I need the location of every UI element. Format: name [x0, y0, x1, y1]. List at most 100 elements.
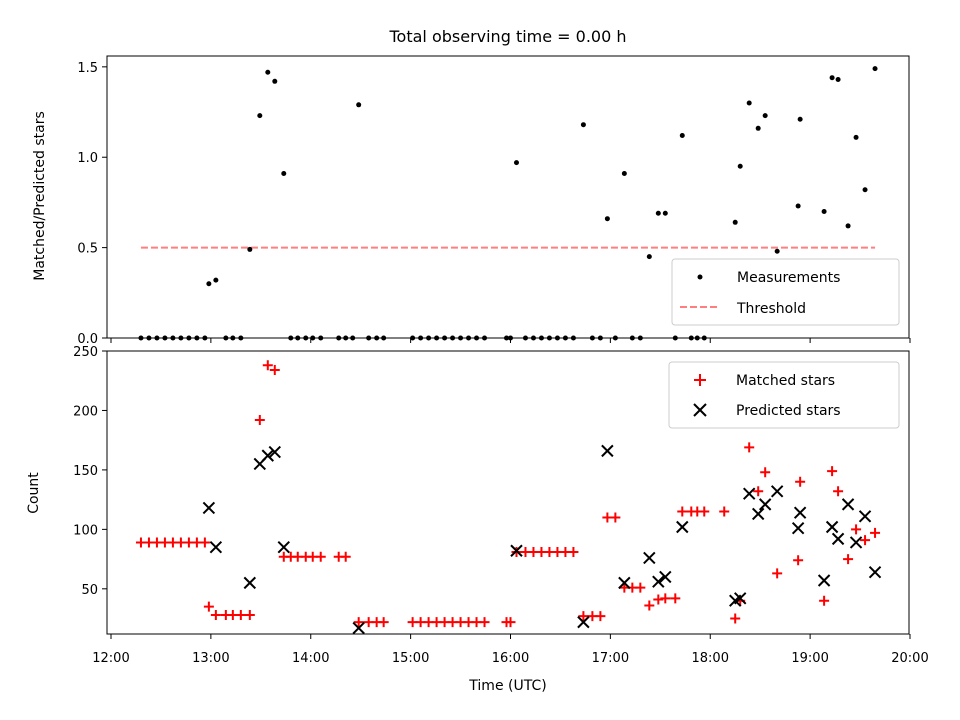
matched-star-point	[833, 486, 844, 497]
bottom-y-tick-label: 50	[81, 583, 98, 598]
matched-star-point	[843, 554, 854, 565]
legend-matched-label: Matched stars	[736, 373, 835, 389]
top-y-tick-label: 0.0	[77, 332, 98, 347]
bottom-legend: Matched stars Predicted stars	[668, 361, 900, 429]
measurement-point	[732, 219, 738, 225]
matched-star-point	[870, 527, 881, 538]
predicted-star-point	[261, 449, 275, 462]
predicted-star-point	[742, 487, 756, 500]
bottom-y-tick-label: 100	[73, 523, 98, 538]
measurement-point	[265, 69, 271, 75]
top-chart-title: Total observing time = 0.00 h	[388, 27, 626, 46]
measurement-point	[872, 66, 878, 72]
bottom-x-tick-label: 12:00	[92, 651, 129, 666]
matched-star-point	[578, 611, 589, 622]
matched-star-point	[719, 506, 730, 517]
matched-star-point	[262, 360, 273, 371]
top-y-axis-label: Matched/Predicted stars	[32, 111, 48, 281]
matched-star-point	[760, 467, 771, 478]
predicted-star-point	[643, 551, 656, 565]
predicted-star-point	[793, 506, 807, 519]
measurement-point	[257, 113, 263, 119]
bottom-y-tick-label: 150	[73, 464, 98, 479]
measurement-point	[272, 78, 278, 84]
bottom-y-tick-label: 250	[73, 345, 98, 360]
measurement-point	[247, 246, 253, 252]
legend-measurements-label: Measurements	[737, 270, 840, 286]
matched-star-point	[610, 512, 621, 523]
predicted-star-point	[825, 520, 839, 534]
bottom-x-tick-label: 16:00	[492, 651, 529, 666]
bottom-x-tick-label: 18:00	[692, 651, 729, 666]
bottom-x-axis-label: Time (UTC)	[468, 678, 546, 694]
bottom-x-tick-label: 15:00	[392, 651, 429, 666]
predicted-star-point	[202, 501, 216, 515]
predicted-star-point	[849, 536, 863, 549]
measurement-point	[835, 77, 841, 82]
bottom-x-tick-label: 14:00	[292, 651, 329, 666]
measurement-point	[662, 210, 668, 216]
matched-star-point	[730, 613, 741, 624]
predicted-star-point	[577, 615, 590, 629]
matched-star-point	[203, 601, 214, 612]
matched-star-point	[269, 365, 280, 376]
predicted-star-point	[817, 574, 831, 587]
predicted-star-point	[268, 445, 281, 459]
measurement-point	[755, 125, 761, 131]
matched-star-point	[635, 582, 646, 593]
predicted-star-point	[676, 520, 689, 534]
measurement-point	[580, 122, 586, 128]
bottom-x-tick-label: 20:00	[891, 651, 928, 666]
bottom-x-tick-label: 19:00	[791, 651, 828, 666]
top-panel: 0.0 0.5 1.0 1.5	[77, 55, 911, 347]
top-y-tick-label: 0.5	[77, 242, 98, 257]
measurement-point	[679, 133, 685, 139]
measurement-point	[655, 210, 661, 216]
predicted-star-point	[277, 540, 290, 554]
predicted-star-point	[791, 521, 805, 535]
matched-star-point	[699, 506, 710, 517]
measurement-point	[862, 187, 868, 193]
predicted-star-point	[831, 532, 845, 546]
matched-star-point	[670, 593, 681, 604]
predicted-star-point	[209, 540, 223, 554]
predicted-star-point	[734, 592, 747, 605]
predicted-star-point	[841, 498, 855, 511]
top-legend: Measurements Threshold	[671, 258, 900, 326]
measurement-point	[797, 116, 803, 122]
measurement-point	[281, 171, 287, 176]
legend-matched-marker	[694, 374, 706, 386]
matched-star-point	[595, 611, 606, 622]
matched-star-point	[505, 617, 516, 628]
matched-star-point	[819, 595, 830, 606]
matched-star-point	[677, 506, 688, 517]
measurement-point	[737, 163, 743, 169]
matched-star-point	[378, 617, 389, 628]
measurement-point	[774, 248, 780, 254]
matched-star-point	[244, 609, 255, 620]
bottom-y-tick-label: 200	[73, 404, 98, 419]
matched-star-point	[340, 551, 351, 562]
measurement-point	[621, 171, 627, 176]
top-axes-frame	[106, 55, 910, 339]
predicted-star-point	[652, 575, 665, 588]
bottom-x-tick-label: 17:00	[592, 651, 629, 666]
legend-threshold-label: Threshold	[736, 301, 806, 317]
matched-star-point	[772, 568, 783, 579]
top-y-tick-label: 1.5	[77, 61, 98, 76]
predicted-star-point	[751, 507, 765, 521]
bottom-panel: 50 100 150 200 250 12:00 13:00 14:00 15:00 16:00 1…	[73, 345, 929, 666]
predicted-star-point	[868, 565, 882, 579]
matched-star-point	[568, 546, 579, 557]
measurement-point	[853, 134, 859, 140]
measurement-point	[829, 75, 835, 81]
matched-star-point	[315, 551, 326, 562]
predicted-star-point	[858, 510, 872, 523]
matched-star-point	[795, 476, 806, 487]
matched-star-point	[851, 524, 862, 535]
measurement-point	[821, 208, 827, 214]
bottom-axes-frame	[106, 350, 910, 635]
matched-star-point	[353, 617, 364, 628]
predicted-star-point	[618, 576, 631, 590]
